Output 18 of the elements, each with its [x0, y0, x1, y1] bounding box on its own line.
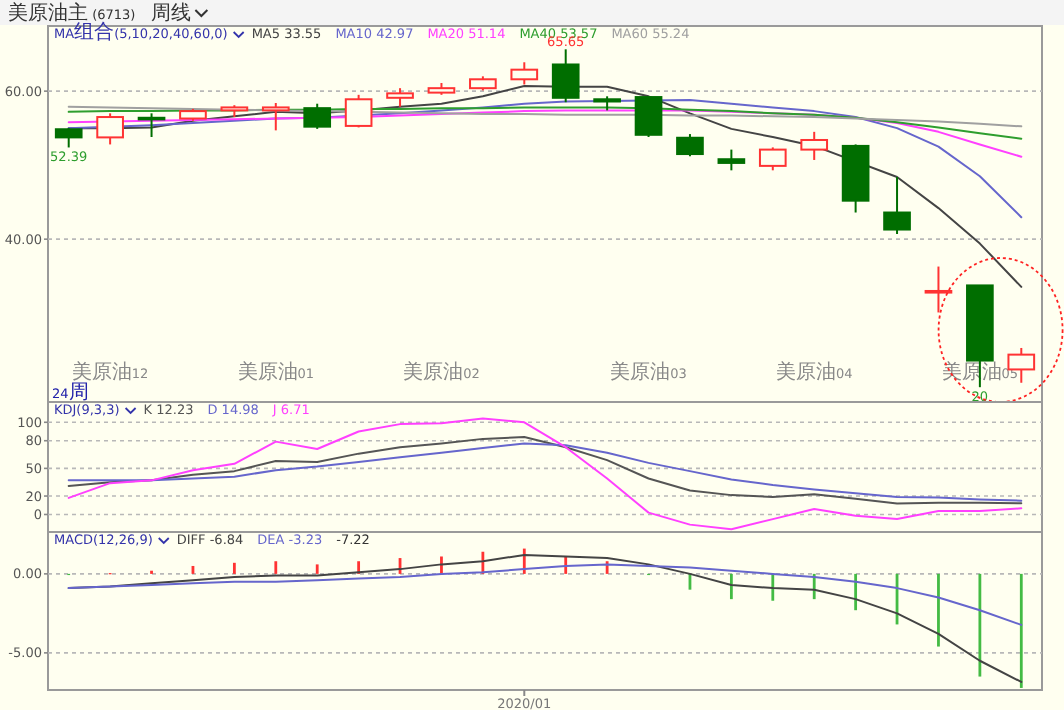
candlestick — [924, 265, 953, 314]
candlestick — [634, 95, 663, 139]
candlestick — [717, 148, 746, 172]
candlestick — [261, 101, 290, 132]
candlestick — [344, 93, 373, 129]
candlestick — [883, 175, 911, 235]
candlestick — [676, 133, 704, 158]
candlestick — [54, 127, 83, 149]
candlestick — [303, 102, 332, 130]
line-series — [67, 417, 1023, 531]
candlestick — [800, 130, 829, 161]
candlestick — [758, 146, 787, 172]
candlestick — [386, 87, 414, 108]
candlestick — [510, 61, 539, 86]
candlestick — [96, 112, 124, 146]
candlestick — [551, 48, 580, 104]
chart-subtitle: 周线 — [151, 1, 192, 25]
line-series — [67, 563, 1023, 626]
